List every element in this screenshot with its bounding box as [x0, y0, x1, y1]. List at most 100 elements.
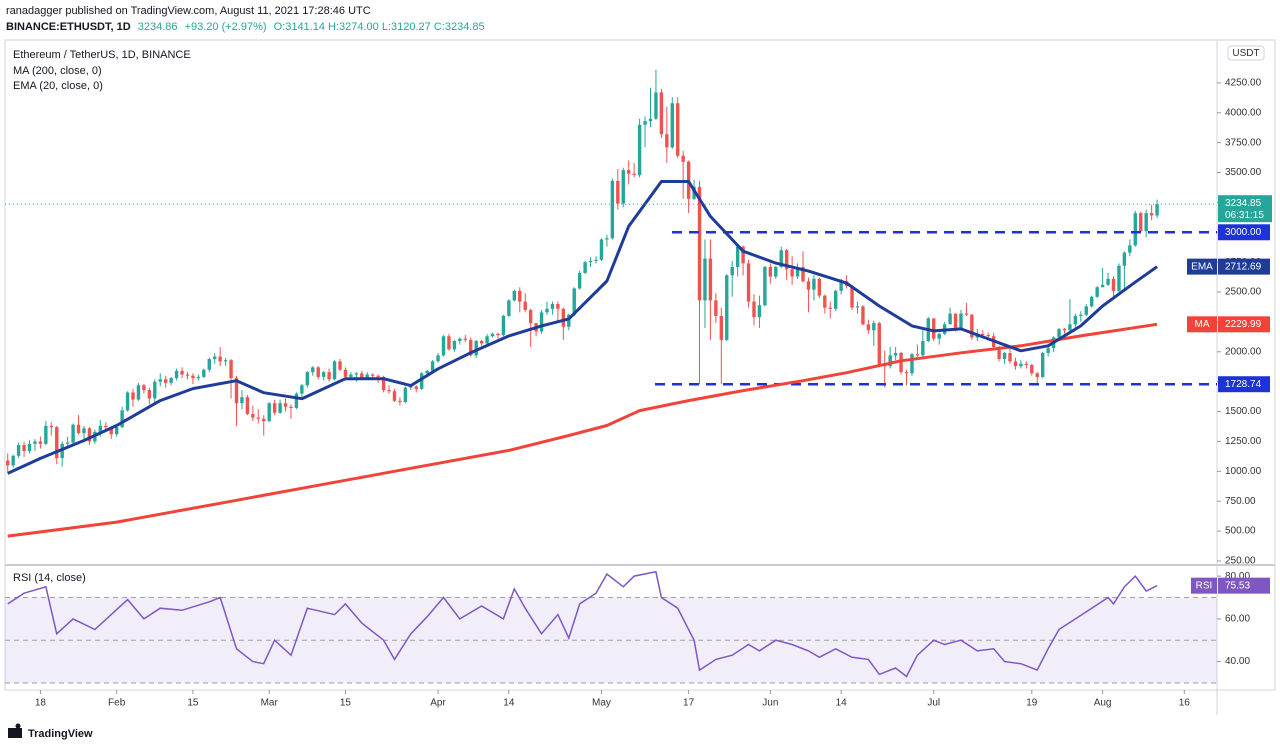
level-label: 3000.00 — [1225, 227, 1262, 238]
candle-body — [185, 374, 190, 376]
candle-body — [833, 290, 838, 309]
candle-body — [567, 314, 571, 327]
candle-body — [1084, 306, 1088, 315]
candle-body — [850, 286, 854, 308]
y-tick-label: 1000.00 — [1225, 466, 1262, 477]
candle-body — [964, 313, 969, 315]
chart-title: Ethereum / TetherUS, 1D, BINANCE — [13, 49, 191, 61]
candle-body — [305, 372, 310, 386]
candle-body — [659, 92, 664, 135]
candle-body — [599, 239, 604, 260]
y-tick-label: 2000.00 — [1225, 346, 1262, 357]
candle-body — [311, 367, 315, 373]
candle-body — [937, 333, 941, 339]
candle-body — [632, 173, 636, 175]
candle-body — [806, 281, 811, 290]
candle-body — [300, 385, 304, 394]
candle-body — [556, 303, 560, 309]
candle-body — [948, 313, 952, 325]
candle-body — [670, 103, 674, 148]
y-tick-label: 3750.00 — [1225, 137, 1262, 148]
candle-body — [327, 372, 331, 380]
indicator-tag-name: MA — [1195, 319, 1210, 330]
candle-body — [768, 266, 773, 277]
candle-body — [447, 336, 451, 350]
candle-body — [986, 335, 990, 337]
candle-body — [872, 323, 876, 331]
candle-body — [207, 358, 211, 370]
change: +93.20 (+2.97%) — [185, 21, 267, 33]
candle-body — [1111, 278, 1116, 291]
candle-body — [703, 258, 707, 301]
y-tick-label: 1250.00 — [1225, 436, 1262, 447]
candle-body — [1122, 252, 1127, 266]
candle-body — [142, 385, 146, 391]
candle-body — [332, 361, 337, 380]
candle-body — [430, 361, 435, 371]
rsi-title: RSI (14, close) — [13, 572, 86, 584]
candle-body — [223, 360, 228, 362]
candle-body — [234, 378, 239, 404]
x-tick-label: May — [592, 698, 611, 709]
candle-body — [65, 442, 70, 444]
candle-body — [365, 374, 369, 379]
candle-body — [1144, 213, 1148, 232]
candle-body — [610, 180, 615, 239]
candle-body — [191, 375, 195, 379]
brand: TradingView — [28, 728, 93, 740]
candle-body — [643, 121, 647, 125]
candle-body — [735, 246, 740, 267]
last-price-tag — [1218, 195, 1272, 223]
candle-body — [496, 333, 500, 336]
candle-body — [338, 361, 342, 370]
candle-body — [1133, 213, 1137, 246]
candle-body — [381, 376, 386, 391]
candle-body — [420, 373, 424, 389]
candle-body — [523, 301, 527, 310]
candle-body — [866, 324, 871, 331]
candle-body — [823, 295, 827, 308]
candle-body — [174, 370, 179, 379]
y-tick-label: 500.00 — [1225, 526, 1256, 537]
candle-body — [485, 336, 489, 344]
candle-body — [1095, 287, 1099, 297]
candle-body — [289, 406, 293, 408]
candle-body — [828, 307, 832, 309]
indicator-tag-name: EMA — [1191, 261, 1213, 272]
candle-body — [627, 170, 631, 174]
candle-body — [196, 376, 201, 379]
y-tick-label: 1500.00 — [1225, 406, 1262, 417]
indicator-tag — [1218, 316, 1270, 333]
candle-body — [621, 170, 625, 204]
candle-body — [229, 360, 233, 379]
candle-body — [283, 403, 288, 407]
candle-body — [1057, 329, 1061, 338]
candle-body — [44, 425, 48, 444]
candle-body — [648, 118, 653, 122]
indicator-tag-name-box — [1187, 258, 1217, 275]
candle-body — [539, 312, 544, 332]
candle-body — [970, 314, 974, 338]
candle-body — [22, 445, 26, 452]
x-tick-label: Jun — [762, 698, 778, 709]
x-tick-label: 18 — [35, 698, 47, 709]
candle-body — [1068, 324, 1072, 331]
candle-body — [153, 381, 157, 399]
x-tick-label: 14 — [836, 698, 848, 709]
level-label: 1728.74 — [1225, 379, 1262, 390]
candle-body — [746, 263, 751, 302]
last-price-label: 3234.85 — [1225, 198, 1262, 209]
candle-body — [278, 403, 282, 413]
candle-body — [676, 103, 680, 156]
plot: 250.00 500.00 750.00 1000.00 1250.00 1500.00 1… — [5, 69, 1272, 709]
candle-body — [1024, 363, 1029, 365]
candle-body — [839, 281, 843, 291]
candle-body — [1139, 213, 1143, 232]
candle-body — [38, 441, 43, 444]
candle-body — [125, 392, 130, 411]
candle-body — [725, 275, 729, 340]
candle-body — [321, 372, 326, 377]
level-tag — [1218, 224, 1270, 241]
candle-body — [360, 373, 364, 379]
x-tick-label: Apr — [430, 698, 446, 709]
